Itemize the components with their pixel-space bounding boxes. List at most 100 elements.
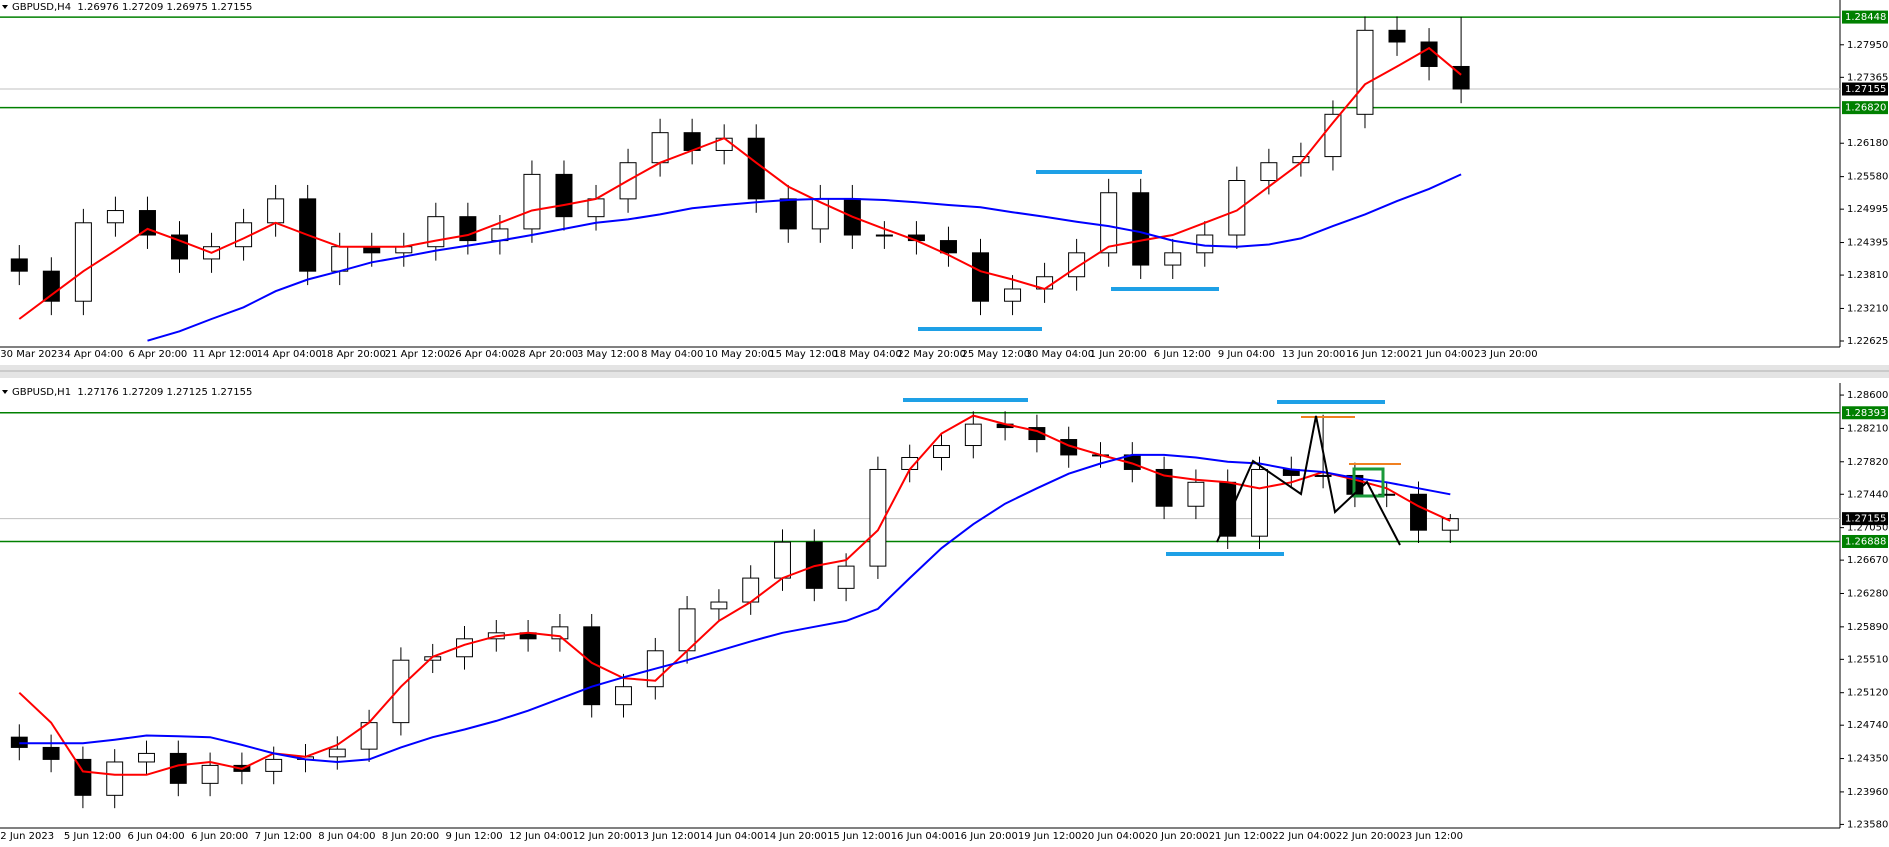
candle-body	[1410, 493, 1427, 531]
x-tick-label: 16 Jun 20:00	[954, 831, 1018, 842]
candle-body	[964, 423, 982, 447]
y-tick-label: 1.24395	[1847, 238, 1888, 249]
candle-body	[1155, 468, 1173, 507]
level-label-box	[1842, 10, 1888, 24]
x-tick-label: 12 Jun 04:00	[509, 831, 573, 842]
candle-body	[392, 659, 410, 724]
candle-body	[42, 270, 60, 302]
candle-body	[1420, 41, 1438, 67]
y-tick-label: 1.27820	[1847, 457, 1888, 468]
x-tick-label: 8 Jun 04:00	[318, 831, 375, 842]
candle-body	[170, 234, 189, 260]
candle-body	[1441, 518, 1459, 531]
moving-average	[19, 453, 1451, 764]
green-box	[1352, 467, 1385, 498]
candle-body	[74, 758, 92, 796]
candle-body	[837, 565, 855, 589]
y-tick-label: 1.27440	[1847, 489, 1888, 500]
level-label: 1.28448	[1845, 12, 1886, 23]
level-label-box	[1842, 406, 1888, 420]
x-tick-label: 9 Jun 04:00	[1218, 349, 1275, 360]
y-tick-label: 1.27365	[1847, 72, 1888, 83]
current-price-box	[1842, 82, 1888, 96]
candle-body	[1004, 288, 1022, 302]
candle-body	[328, 748, 346, 758]
x-tick-label: 12 Jun 20:00	[573, 831, 637, 842]
candle-body	[74, 222, 92, 302]
level-label-box	[1842, 534, 1888, 548]
candle-body	[1251, 468, 1268, 537]
candle-body	[523, 173, 541, 230]
x-tick-label: 13 Jun 20:00	[1282, 349, 1346, 360]
y-tick-label: 1.24350	[1847, 754, 1888, 765]
candle-body	[875, 234, 893, 237]
current-price-box	[1842, 512, 1888, 526]
x-tick-label: 21 Jun 04:00	[1410, 349, 1474, 360]
x-tick-label: 22 Jun 20:00	[1336, 831, 1400, 842]
candle-body	[138, 752, 155, 763]
y-tick-label: 1.27950	[1847, 40, 1888, 51]
candle-body	[710, 601, 728, 610]
y-tick-label: 1.23960	[1847, 787, 1888, 798]
candle-body	[459, 216, 477, 242]
candle-body	[551, 626, 569, 640]
x-tick-label: 14 Jun 20:00	[764, 831, 828, 842]
menu-arrow	[2, 390, 8, 394]
x-tick-label: 22 Jun 04:00	[1272, 831, 1336, 842]
x-tick-label: 5 Jun 12:00	[64, 831, 121, 842]
candle-body	[106, 761, 124, 796]
x-tick-label: 28 Apr 20:00	[513, 349, 578, 360]
candle-body	[555, 173, 573, 218]
x-tick-label: 8 Jun 20:00	[382, 831, 439, 842]
candle-body	[811, 198, 829, 230]
y-tick-label: 1.28210	[1847, 423, 1888, 434]
y-tick-label: 1.23580	[1847, 819, 1888, 830]
y-tick-label: 1.25120	[1847, 688, 1888, 699]
candle-body	[1100, 192, 1118, 254]
x-tick-label: 6 Jun 20:00	[191, 831, 248, 842]
candle-body	[138, 210, 156, 236]
x-tick-label: 21 Jun 12:00	[1209, 831, 1273, 842]
x-tick-label: 6 Jun 12:00	[1154, 349, 1211, 360]
y-tick-label: 1.26280	[1847, 588, 1888, 599]
level-label: 1.26820	[1845, 103, 1886, 114]
candle-body	[933, 445, 950, 458]
drawings	[903, 170, 1401, 556]
candle-body	[939, 240, 957, 254]
x-tick-label: 19 Jun 12:00	[1018, 831, 1082, 842]
x-tick-label: 18 Apr 20:00	[321, 349, 386, 360]
x-tick-label: 11 Apr 12:00	[193, 349, 258, 360]
current-price-label: 1.27155	[1845, 84, 1886, 95]
y-tick-label: 1.25510	[1847, 654, 1888, 665]
x-tick-label: 23 Jun 12:00	[1400, 831, 1464, 842]
candle-body	[1356, 29, 1374, 115]
x-tick-label: 10 May 20:00	[705, 349, 774, 360]
x-tick-label: 14 Jun 04:00	[700, 831, 764, 842]
y-tick-label: 1.22625	[1847, 336, 1888, 347]
candle-body	[201, 764, 219, 784]
chart-title: GBPUSD,H4 1.26976 1.27209 1.26975 1.2715…	[12, 2, 252, 13]
y-tick-label: 1.26180	[1847, 138, 1888, 149]
x-tick-label: 14 Apr 04:00	[257, 349, 322, 360]
x-tick-label: 7 Jun 12:00	[255, 831, 312, 842]
current-price-label: 1.27155	[1845, 514, 1886, 525]
zigzag	[1216, 415, 1401, 546]
candle-body	[774, 541, 791, 579]
candle-body	[169, 752, 187, 784]
x-tick-label: 25 May 12:00	[962, 349, 1031, 360]
x-tick-label: 15 Jun 12:00	[827, 831, 891, 842]
x-tick-label: 15 May 12:00	[769, 349, 838, 360]
y-tick-label: 1.28600	[1847, 390, 1888, 401]
x-tick-label: 4 Apr 04:00	[64, 349, 123, 360]
candle-body	[1324, 113, 1342, 158]
menu-arrow	[2, 5, 8, 9]
y-tick-label: 1.24995	[1847, 204, 1888, 215]
x-tick-label: 16 Jun 04:00	[891, 831, 955, 842]
moving-average	[147, 173, 1462, 342]
candle-body	[42, 746, 60, 760]
x-tick-label: 8 May 04:00	[641, 349, 703, 360]
x-tick-label: 30 Mar 2023	[0, 349, 63, 360]
y-tick-label: 1.23210	[1847, 303, 1888, 314]
